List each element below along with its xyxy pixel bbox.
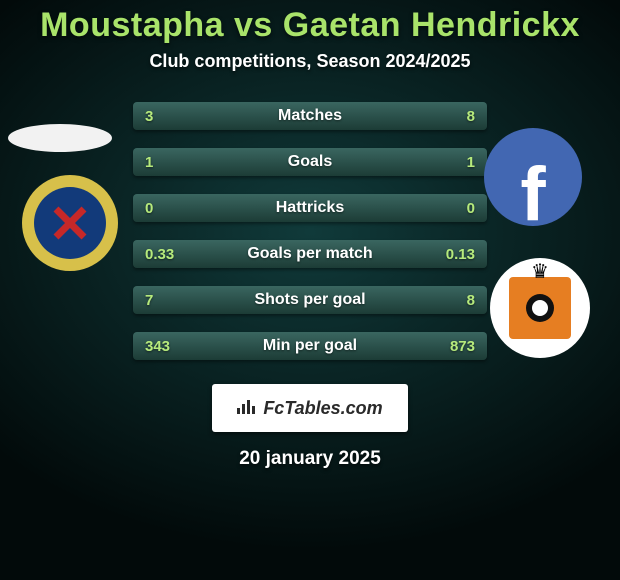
crown-icon: ♛ xyxy=(531,259,549,284)
stat-value-left: 0 xyxy=(145,200,153,217)
stat-value-right: 8 xyxy=(467,292,475,309)
stat-label: Hattricks xyxy=(145,199,475,217)
stat-row: 0.33Goals per match0.13 xyxy=(133,240,487,268)
stat-row: 7Shots per goal8 xyxy=(133,286,487,314)
club-crest-icon xyxy=(34,187,106,259)
stat-label: Goals xyxy=(145,153,475,171)
facebook-icon[interactable]: f xyxy=(484,128,582,226)
page-title: Moustapha vs Gaetan Hendrickx xyxy=(40,6,580,45)
stat-value-right: 8 xyxy=(467,108,475,125)
stat-value-left: 343 xyxy=(145,338,170,355)
report-date: 20 january 2025 xyxy=(239,448,381,470)
stat-value-left: 7 xyxy=(145,292,153,309)
stat-label: Goals per match xyxy=(145,245,475,263)
stat-label: Min per goal xyxy=(145,337,475,355)
club-crest-icon: ♛ xyxy=(509,277,571,339)
stat-value-left: 1 xyxy=(145,154,153,171)
stat-value-left: 0.33 xyxy=(145,246,174,263)
stat-value-right: 1 xyxy=(467,154,475,171)
stat-label: Shots per goal xyxy=(145,291,475,309)
stat-value-right: 873 xyxy=(450,338,475,355)
stat-value-right: 0 xyxy=(467,200,475,217)
stat-row: 3Matches8 xyxy=(133,102,487,130)
stat-row: 1Goals1 xyxy=(133,148,487,176)
player2-club-badge: ♛ xyxy=(490,258,590,358)
chart-icon xyxy=(237,398,257,419)
player1-club-badge xyxy=(22,175,118,271)
page-subtitle: Club competitions, Season 2024/2025 xyxy=(149,51,470,72)
source-badge-text: FcTables.com xyxy=(263,398,382,419)
stat-label: Matches xyxy=(145,107,475,125)
player1-avatar xyxy=(8,124,112,152)
stat-value-left: 3 xyxy=(145,108,153,125)
stat-row: 0Hattricks0 xyxy=(133,194,487,222)
stat-row: 343Min per goal873 xyxy=(133,332,487,360)
stat-value-right: 0.13 xyxy=(446,246,475,263)
source-badge[interactable]: FcTables.com xyxy=(212,384,408,432)
stats-list: 3Matches81Goals10Hattricks00.33Goals per… xyxy=(133,102,487,360)
